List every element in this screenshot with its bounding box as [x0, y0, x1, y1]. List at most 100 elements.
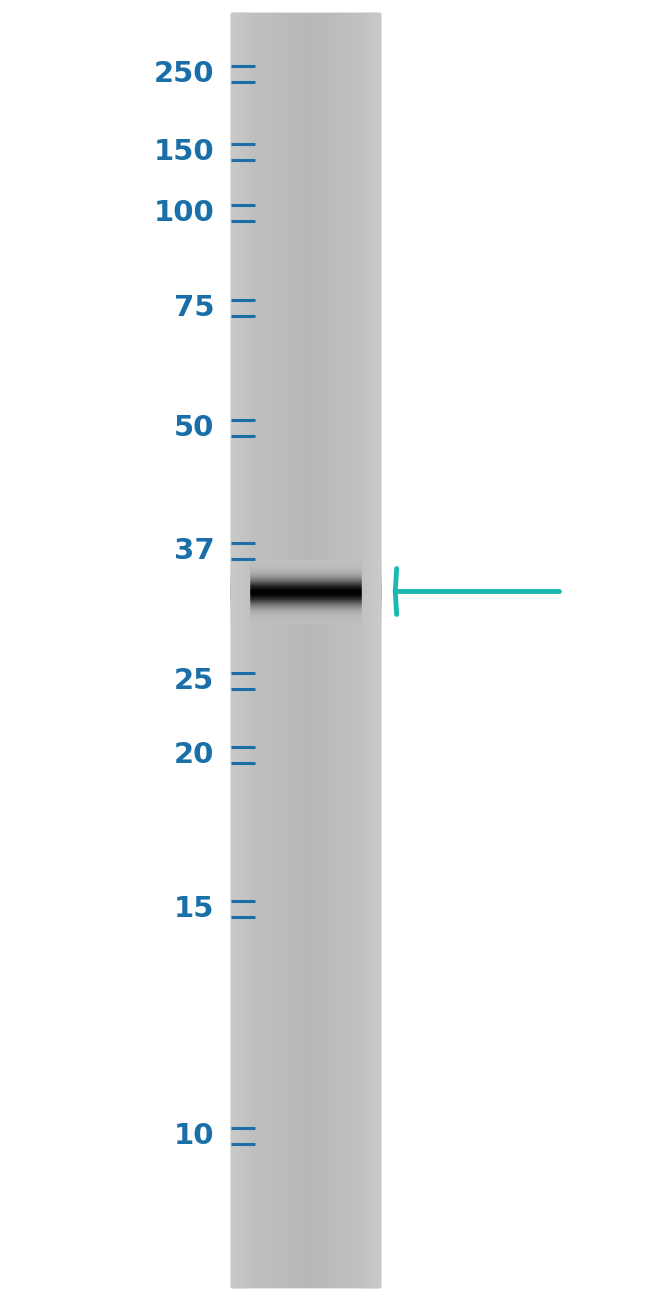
Bar [239, 13, 240, 1287]
Bar [247, 13, 248, 1287]
Bar [289, 13, 291, 1287]
Bar [328, 13, 329, 1287]
Bar [341, 13, 342, 1287]
Bar [303, 13, 304, 1287]
Bar [353, 13, 354, 1287]
Bar [296, 13, 297, 1287]
Bar [360, 13, 361, 1287]
Bar [374, 13, 375, 1287]
Bar [262, 13, 263, 1287]
Bar [375, 13, 376, 1287]
Bar [370, 13, 372, 1287]
Bar [236, 13, 237, 1287]
Bar [248, 13, 249, 1287]
Bar [235, 13, 236, 1287]
Bar [372, 13, 373, 1287]
Bar [284, 13, 285, 1287]
Text: 37: 37 [174, 537, 214, 566]
Bar [259, 13, 261, 1287]
Bar [376, 13, 378, 1287]
Bar [288, 13, 289, 1287]
Bar [375, 13, 376, 1287]
Bar [370, 13, 371, 1287]
Bar [359, 13, 360, 1287]
Bar [251, 13, 252, 1287]
Bar [348, 13, 349, 1287]
Bar [236, 13, 237, 1287]
Bar [283, 13, 284, 1287]
Bar [282, 13, 283, 1287]
Bar [323, 13, 324, 1287]
Bar [278, 13, 280, 1287]
Bar [364, 13, 365, 1287]
Bar [365, 13, 366, 1287]
Bar [263, 13, 265, 1287]
Bar [244, 13, 246, 1287]
Bar [364, 13, 365, 1287]
Bar [350, 13, 352, 1287]
Bar [324, 13, 326, 1287]
Bar [352, 13, 353, 1287]
Bar [363, 13, 364, 1287]
Bar [304, 13, 306, 1287]
Text: 150: 150 [154, 138, 214, 166]
Bar [378, 13, 379, 1287]
Text: 50: 50 [174, 413, 214, 442]
Bar [315, 13, 317, 1287]
Bar [330, 13, 332, 1287]
Bar [314, 13, 315, 1287]
Bar [345, 13, 346, 1287]
Text: 75: 75 [174, 294, 214, 322]
Bar [285, 13, 287, 1287]
Bar [361, 13, 363, 1287]
Text: 100: 100 [154, 199, 214, 228]
Bar [240, 13, 242, 1287]
Bar [369, 13, 370, 1287]
Bar [319, 13, 320, 1287]
Bar [332, 13, 333, 1287]
Bar [266, 13, 267, 1287]
Bar [238, 13, 239, 1287]
Bar [244, 13, 245, 1287]
Bar [239, 13, 240, 1287]
Bar [312, 13, 313, 1287]
Bar [322, 13, 323, 1287]
Bar [250, 13, 251, 1287]
Bar [274, 13, 276, 1287]
Bar [308, 13, 309, 1287]
Bar [362, 13, 363, 1287]
Bar [363, 13, 364, 1287]
Bar [242, 13, 243, 1287]
Text: 25: 25 [174, 667, 214, 696]
Bar [248, 13, 250, 1287]
Bar [293, 13, 294, 1287]
Bar [320, 13, 322, 1287]
Bar [269, 13, 270, 1287]
Bar [329, 13, 330, 1287]
Bar [367, 13, 368, 1287]
Bar [280, 13, 281, 1287]
Bar [273, 13, 274, 1287]
Bar [367, 13, 368, 1287]
Bar [277, 13, 278, 1287]
Bar [246, 13, 247, 1287]
Bar [287, 13, 288, 1287]
Bar [311, 13, 312, 1287]
Bar [257, 13, 258, 1287]
Bar [339, 13, 341, 1287]
Bar [291, 13, 292, 1287]
Bar [313, 13, 314, 1287]
Bar [254, 13, 255, 1287]
Bar [358, 13, 359, 1287]
Bar [297, 13, 298, 1287]
Bar [268, 13, 269, 1287]
Bar [349, 13, 350, 1287]
Bar [372, 13, 373, 1287]
Bar [265, 13, 266, 1287]
Bar [307, 13, 308, 1287]
Bar [276, 13, 277, 1287]
Bar [354, 13, 356, 1287]
Bar [247, 13, 248, 1287]
Bar [281, 13, 282, 1287]
Bar [318, 13, 319, 1287]
